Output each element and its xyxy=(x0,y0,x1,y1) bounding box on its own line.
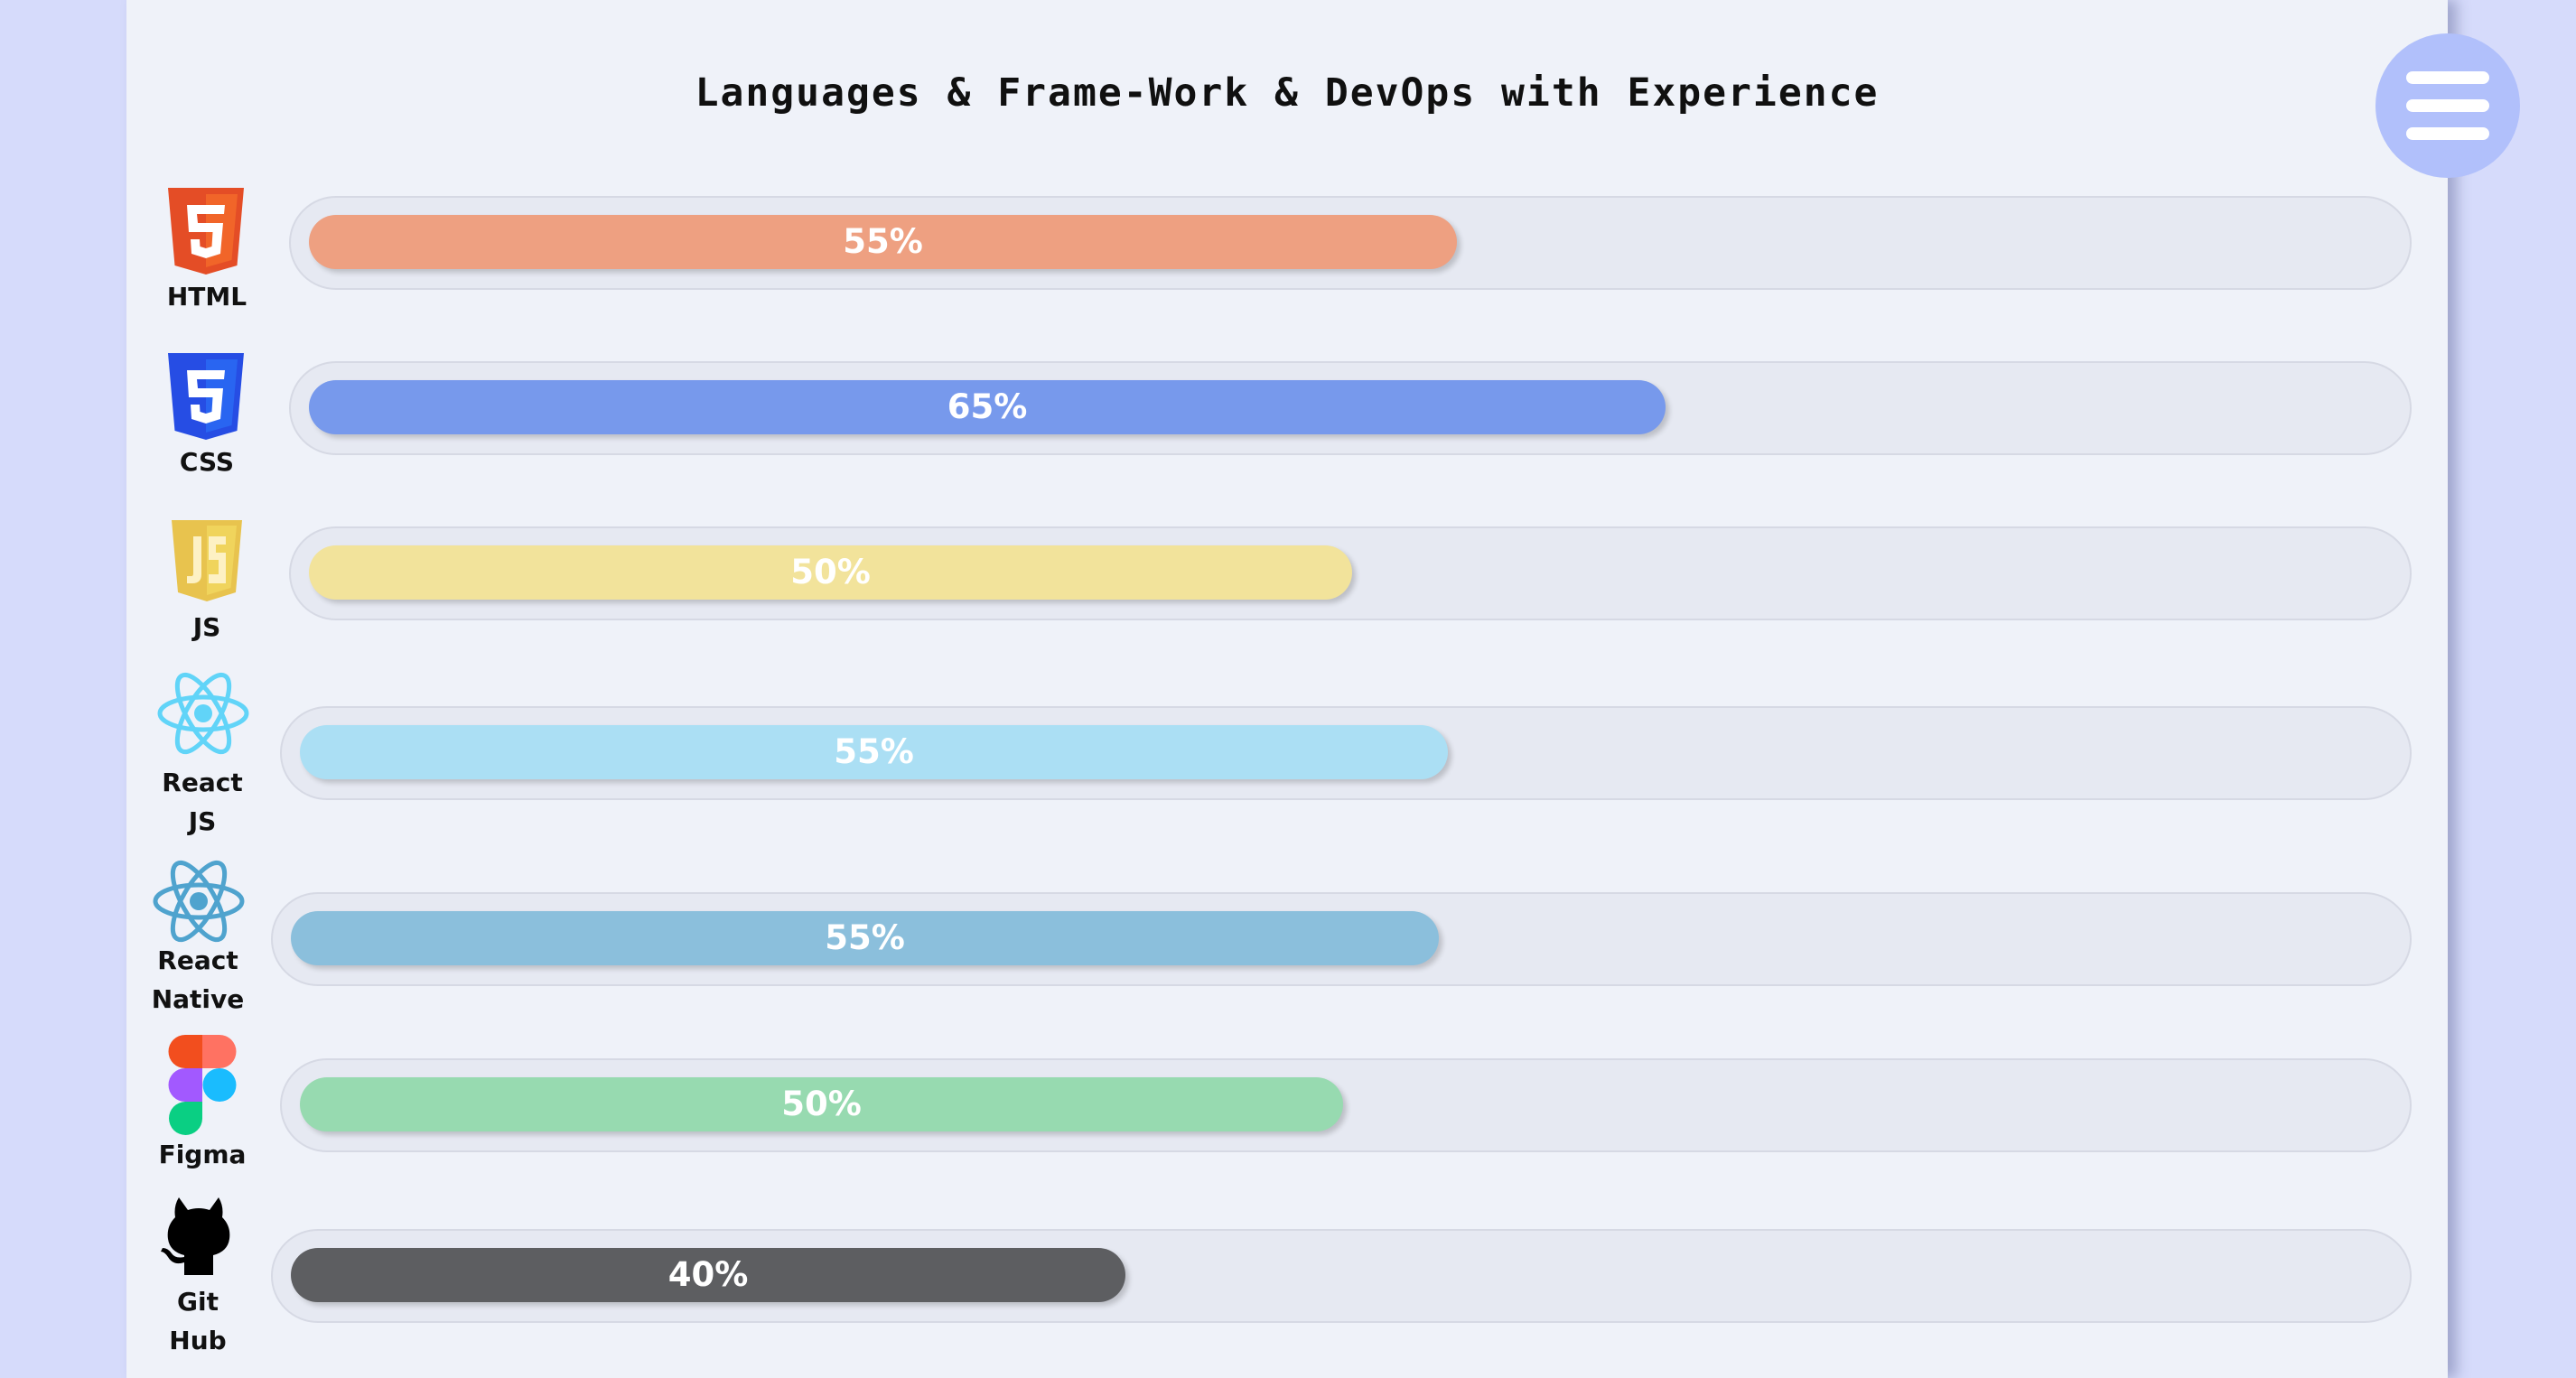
skill-percent-label: 50% xyxy=(781,1085,862,1123)
skill-percent-label: 50% xyxy=(790,553,871,591)
skill-name: Figma xyxy=(158,1140,247,1169)
skill-percent-label: 55% xyxy=(825,918,905,957)
skill-progress-fill: 55% xyxy=(309,215,1457,269)
skill-progress-fill: 40% xyxy=(291,1248,1125,1302)
skill-progress-track xyxy=(280,1058,2412,1152)
skill-progress-fill: 50% xyxy=(300,1077,1343,1131)
skill-percent-label: 55% xyxy=(834,732,914,771)
skill-progress-fill: 65% xyxy=(309,380,1666,434)
skill-name: React JS xyxy=(162,768,243,836)
skill-progress-fill: 55% xyxy=(291,911,1439,965)
skill-name: Git Hub xyxy=(169,1287,227,1355)
skill-name: HTML xyxy=(166,282,247,312)
skill-percent-label: 65% xyxy=(947,387,1028,426)
menu-line xyxy=(2406,71,2489,84)
skill-name: CSS xyxy=(179,447,235,477)
javascript-icon xyxy=(172,520,242,601)
react-icon xyxy=(156,670,250,757)
github-icon xyxy=(161,1194,237,1277)
skill-percent-label: 55% xyxy=(843,222,923,261)
react-icon xyxy=(152,858,246,945)
skill-progress-fill: 50% xyxy=(309,545,1352,600)
css3-icon xyxy=(168,353,244,440)
skill-percent-label: 40% xyxy=(667,1255,749,1294)
figma-icon xyxy=(168,1035,237,1136)
skill-name: JS xyxy=(192,612,221,642)
skill-progress-fill: 55% xyxy=(300,725,1448,779)
menu-line xyxy=(2406,99,2489,112)
menu-button[interactable] xyxy=(2375,33,2520,178)
menu-line xyxy=(2406,127,2489,140)
html5-icon xyxy=(168,188,244,275)
page-title: Languages & Frame-Work & DevOps with Exp… xyxy=(695,70,1880,116)
skill-name: React Native xyxy=(151,945,245,1014)
